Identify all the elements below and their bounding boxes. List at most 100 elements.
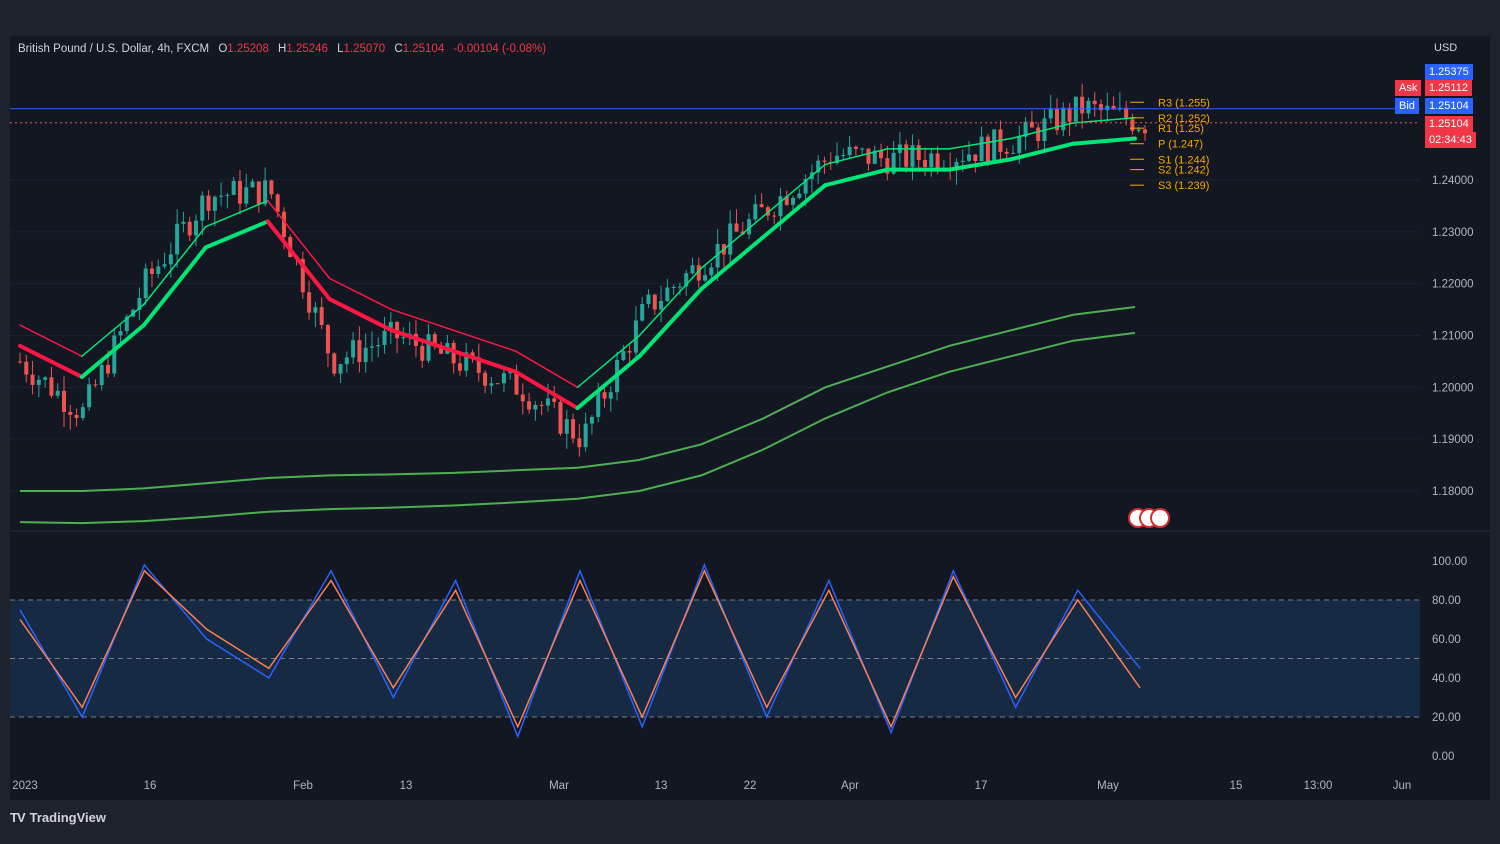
ema-ribbon-upper-segment: [19, 324, 83, 357]
candle-body: [539, 404, 544, 406]
candle-body: [87, 384, 92, 408]
candle-body: [545, 398, 550, 406]
candle-body: [149, 268, 154, 274]
candle-body: [1111, 105, 1116, 110]
candle-body: [558, 401, 563, 434]
tradingview-logo-icon: TV: [10, 810, 26, 825]
candle-body: [175, 223, 180, 255]
ema-ribbon-upper-segment: [267, 199, 331, 280]
chart-frame[interactable]: 1.24000 1.23000 1.22000 1.21000 1.20000 1.190…: [10, 36, 1490, 800]
candle-body: [589, 416, 594, 424]
candle-body: [715, 244, 720, 268]
ema-ribbon-upper-segment: [328, 277, 393, 311]
ema-ribbon-segment: [637, 286, 704, 359]
candle-body: [325, 325, 330, 354]
oscillator-tick-label: 0.00: [1432, 751, 1454, 763]
candle-body: [118, 331, 123, 336]
candle-body: [99, 364, 104, 386]
ema-ribbon-segment: [327, 297, 394, 333]
price-tick-label: 1.18000: [1432, 486, 1474, 498]
pivot-label: S2 (1.242): [1158, 165, 1209, 177]
candle-body: [143, 268, 148, 298]
candle-body: [1017, 136, 1022, 153]
candle-body: [583, 423, 588, 448]
candle-body: [49, 377, 54, 396]
candle-body: [219, 195, 224, 197]
candle-body: [351, 340, 356, 358]
candle-body: [357, 340, 362, 363]
oscillator-tick-label: 60.00: [1432, 634, 1461, 646]
time-tick-label: 13: [400, 780, 413, 792]
price-tick-label: 1.23000: [1432, 227, 1474, 239]
time-tick-label: 16: [144, 780, 157, 792]
high-tag: 1.25375: [1425, 64, 1473, 80]
ema-ribbon-segment: [389, 328, 456, 354]
low-value: 1.25070: [343, 43, 386, 55]
time-tick-label: 13: [655, 780, 668, 792]
candle-body: [853, 146, 858, 149]
candle-body: [426, 334, 431, 361]
candle-body: [363, 347, 368, 363]
candle-body: [759, 204, 764, 208]
candle-body: [571, 419, 576, 439]
candle-body: [652, 294, 657, 310]
long-ema-line-b: [19, 331, 1136, 525]
candle-body: [313, 307, 318, 313]
ema-ribbon-upper-segment: [576, 334, 641, 389]
candle-body: [319, 307, 324, 326]
candle-body: [206, 195, 211, 211]
candle-body: [1080, 96, 1085, 114]
candle-body: [866, 148, 871, 164]
candle-body: [307, 292, 312, 313]
candle-body: [24, 361, 29, 375]
chart-canvas[interactable]: 1.24000 1.23000 1.22000 1.21000 1.20000 1.190…: [10, 36, 1490, 800]
candle-body: [747, 219, 752, 235]
close-value: 1.25104: [402, 43, 445, 55]
candle-body: [671, 286, 676, 288]
candle-body: [168, 254, 173, 265]
ema-ribbon-segment: [203, 219, 270, 250]
candle-body: [627, 351, 632, 353]
time-tick-label: Mar: [549, 780, 569, 792]
candle-body: [841, 155, 846, 157]
price-tick-label: 1.22000: [1432, 279, 1474, 291]
ema-ribbon-upper-segment: [205, 199, 269, 228]
candle-body: [193, 220, 198, 236]
candle-body: [1067, 107, 1072, 122]
candle-body: [879, 150, 884, 159]
candle-body: [1004, 151, 1009, 154]
time-tick-label: Apr: [841, 780, 859, 792]
ema-ribbon-segment: [79, 323, 146, 379]
candle-body: [916, 145, 921, 160]
candle-body: [344, 357, 349, 365]
candle-body: [187, 221, 192, 236]
candle-body: [369, 346, 374, 348]
close-label: C: [394, 43, 403, 55]
candle-body: [489, 383, 494, 386]
candle-body: [439, 346, 444, 354]
candle-body: [703, 275, 708, 281]
ema-ribbon-segment: [513, 369, 580, 411]
tradingview-brand[interactable]: TV TradingView: [10, 810, 106, 825]
candle-body: [483, 372, 488, 386]
candle-body: [665, 287, 670, 302]
candle-body: [1086, 100, 1091, 114]
candle-body: [495, 383, 500, 385]
ask-tag: 1.25112: [1425, 80, 1472, 96]
candle-body: [1099, 104, 1104, 111]
candle-body: [765, 207, 770, 216]
candle-body: [244, 187, 249, 204]
candle-body: [696, 265, 701, 281]
time-tick-label: Jun: [1393, 780, 1412, 792]
candle-body: [464, 352, 469, 371]
candle-body: [797, 193, 802, 198]
ema-ribbon-segment: [18, 343, 84, 379]
candle-body: [967, 154, 972, 161]
candle-body: [470, 352, 475, 358]
candle-body: [388, 322, 393, 331]
candle-body: [1011, 152, 1016, 154]
ema-ribbon-upper-segment: [1010, 122, 1074, 140]
pivot-label: S3 (1.239): [1158, 180, 1209, 192]
candle-body: [476, 357, 481, 373]
candle-body: [181, 221, 186, 224]
